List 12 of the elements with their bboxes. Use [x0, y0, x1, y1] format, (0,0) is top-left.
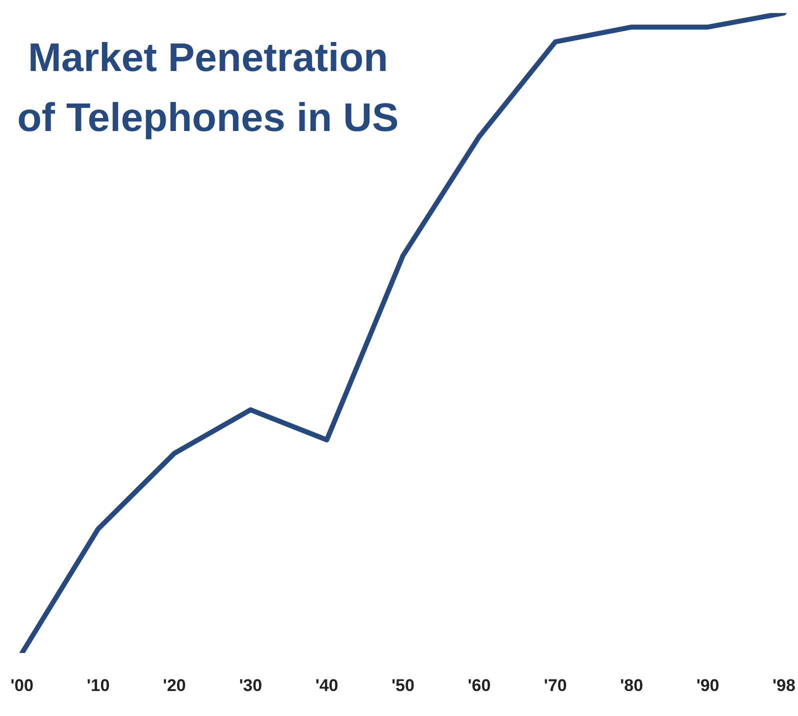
- x-tick-label: '30: [239, 676, 262, 696]
- x-tick-label: '50: [392, 676, 414, 696]
- x-tick-label: '10: [86, 676, 110, 696]
- x-tick-label: '40: [315, 676, 338, 696]
- text: Market Penetration of Telephones in US: [16, 35, 400, 142]
- x-tick-label: '90: [696, 676, 720, 696]
- x-tick-label: '80: [620, 676, 644, 696]
- x-tick-label: '70: [544, 676, 567, 696]
- x-tick-label: '00: [10, 676, 34, 696]
- x-tick-label: '60: [468, 676, 491, 696]
- x-tick-label: '98: [772, 676, 796, 696]
- x-tick-label: '20: [162, 676, 186, 696]
